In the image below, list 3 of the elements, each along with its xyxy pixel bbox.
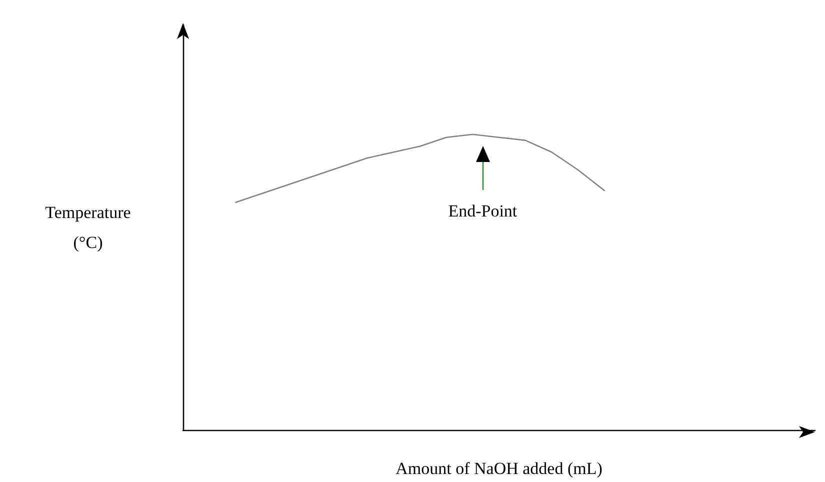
y-axis-title: Temperature (°C) (45, 203, 131, 252)
x-axis-title: Amount of NaOH added (mL) (396, 459, 602, 478)
annotation: End-Point (448, 201, 518, 220)
